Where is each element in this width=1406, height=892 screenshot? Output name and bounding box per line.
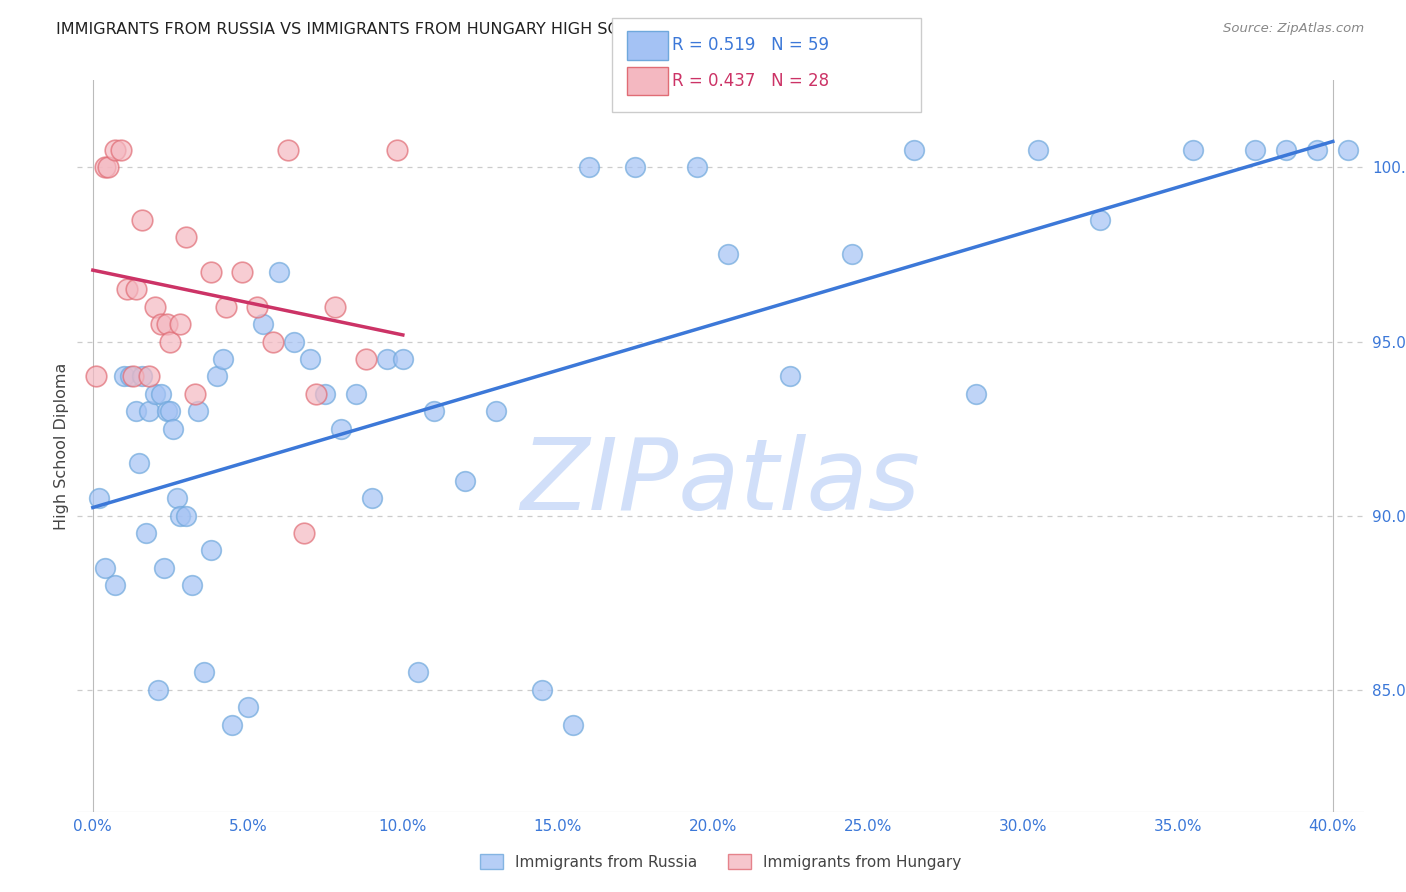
Point	[392, 351, 415, 366]
Point	[125, 404, 148, 418]
Point	[283, 334, 305, 349]
Point	[292, 526, 315, 541]
Legend: Immigrants from Russia, Immigrants from Hungary: Immigrants from Russia, Immigrants from …	[472, 846, 969, 877]
Point	[150, 317, 173, 331]
Point	[103, 143, 125, 157]
Point	[314, 386, 336, 401]
Point	[1306, 143, 1329, 157]
Point	[246, 300, 269, 314]
Text: R = 0.519   N = 59: R = 0.519 N = 59	[672, 37, 830, 54]
Point	[1090, 212, 1112, 227]
Point	[686, 161, 709, 175]
Point	[169, 508, 191, 523]
Point	[200, 543, 222, 558]
Text: Source: ZipAtlas.com: Source: ZipAtlas.com	[1223, 22, 1364, 36]
Point	[131, 369, 153, 384]
Point	[156, 404, 179, 418]
Point	[87, 491, 110, 506]
Point	[200, 265, 222, 279]
Point	[578, 161, 600, 175]
Point	[375, 351, 398, 366]
Point	[267, 265, 290, 279]
Point	[1026, 143, 1049, 157]
Point	[1275, 143, 1298, 157]
Point	[174, 508, 197, 523]
Point	[252, 317, 274, 331]
Point	[131, 212, 153, 227]
Point	[408, 665, 430, 680]
Point	[236, 700, 259, 714]
Point	[143, 386, 166, 401]
Point	[128, 457, 150, 471]
Point	[146, 682, 169, 697]
Point	[110, 143, 132, 157]
Point	[150, 386, 173, 401]
Point	[118, 369, 141, 384]
Point	[112, 369, 135, 384]
Text: IMMIGRANTS FROM RUSSIA VS IMMIGRANTS FROM HUNGARY HIGH SCHOOL DIPLOMA CORRELATIO: IMMIGRANTS FROM RUSSIA VS IMMIGRANTS FRO…	[56, 22, 921, 37]
Point	[841, 247, 863, 261]
Point	[187, 404, 209, 418]
Point	[215, 300, 238, 314]
Point	[122, 369, 145, 384]
Point	[94, 561, 117, 575]
Point	[262, 334, 284, 349]
Point	[153, 561, 176, 575]
Point	[1244, 143, 1267, 157]
Point	[231, 265, 253, 279]
Point	[454, 474, 477, 488]
Point	[965, 386, 987, 401]
Point	[779, 369, 801, 384]
Point	[97, 161, 120, 175]
Point	[305, 386, 328, 401]
Point	[277, 143, 299, 157]
Point	[156, 317, 179, 331]
Point	[103, 578, 125, 592]
Point	[298, 351, 321, 366]
Point	[193, 665, 215, 680]
Point	[138, 404, 160, 418]
Point	[1182, 143, 1205, 157]
Text: ZIPatlas: ZIPatlas	[520, 434, 921, 531]
Point	[166, 491, 188, 506]
Point	[181, 578, 204, 592]
Point	[143, 300, 166, 314]
Point	[135, 526, 157, 541]
Point	[624, 161, 647, 175]
Point	[903, 143, 925, 157]
Point	[159, 334, 181, 349]
Point	[531, 682, 554, 697]
Point	[485, 404, 508, 418]
Point	[323, 300, 346, 314]
Point	[169, 317, 191, 331]
Point	[354, 351, 377, 366]
Point	[221, 717, 243, 731]
Point	[184, 386, 207, 401]
Point	[1337, 143, 1360, 157]
Text: R = 0.437   N = 28: R = 0.437 N = 28	[672, 72, 830, 90]
Point	[344, 386, 367, 401]
Point	[385, 143, 408, 157]
Y-axis label: High School Diploma: High School Diploma	[53, 362, 69, 530]
Point	[717, 247, 740, 261]
Point	[212, 351, 235, 366]
Point	[94, 161, 117, 175]
Point	[174, 230, 197, 244]
Point	[329, 421, 352, 435]
Point	[159, 404, 181, 418]
Point	[562, 717, 585, 731]
Point	[205, 369, 228, 384]
Point	[138, 369, 160, 384]
Point	[125, 282, 148, 296]
Point	[84, 369, 107, 384]
Point	[423, 404, 446, 418]
Point	[360, 491, 382, 506]
Point	[115, 282, 138, 296]
Point	[162, 421, 184, 435]
